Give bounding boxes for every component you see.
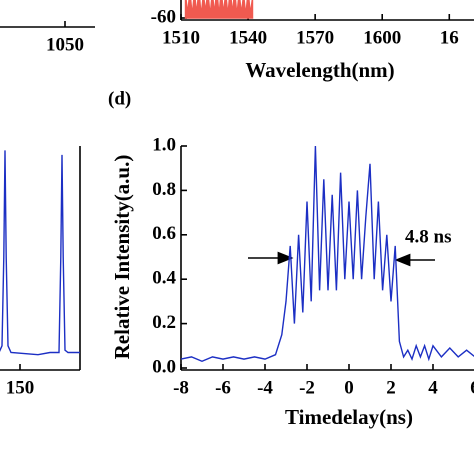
x-tick-label: 4 xyxy=(428,377,438,398)
x-tick-label: 150 xyxy=(6,377,35,398)
x-tick-label: 1050 xyxy=(46,34,84,55)
x-tick-label: 1510 xyxy=(162,27,200,48)
y-tick-label: -60 xyxy=(151,6,176,27)
y-tick-label: 1.0 xyxy=(152,134,176,155)
y-tick-label: 0.8 xyxy=(152,179,176,200)
x-tick-label: -2 xyxy=(299,377,315,398)
x-tick-label: 6 xyxy=(470,377,474,398)
y-tick-label: 0.4 xyxy=(152,268,176,289)
x-tick-label: 2 xyxy=(386,377,396,398)
annotation: 4.8 ns xyxy=(405,226,451,247)
x-tick-label: 1600 xyxy=(363,27,401,48)
line xyxy=(180,145,474,363)
panel-label: (d) xyxy=(108,88,131,109)
x-tick-label: 1570 xyxy=(296,27,334,48)
x-tick-label: 16 xyxy=(440,27,459,48)
x-tick-label: 1540 xyxy=(229,27,267,48)
x-tick-label: -4 xyxy=(257,377,273,398)
x-axis-label: Wavelength(nm) xyxy=(245,58,394,82)
area xyxy=(184,0,254,19)
y-tick-label: 0.2 xyxy=(152,312,176,333)
y-tick-label: 0.0 xyxy=(152,356,176,377)
y-tick-label: 0.6 xyxy=(152,223,176,244)
y-axis-label: Relative Intensity(a.u.) xyxy=(110,155,134,360)
x-axis-label: Timedelay(ns) xyxy=(285,405,413,429)
x-tick-label: 0 xyxy=(344,377,354,398)
line xyxy=(0,150,80,356)
x-tick-label: -6 xyxy=(215,377,231,398)
x-tick-label: -8 xyxy=(173,377,189,398)
